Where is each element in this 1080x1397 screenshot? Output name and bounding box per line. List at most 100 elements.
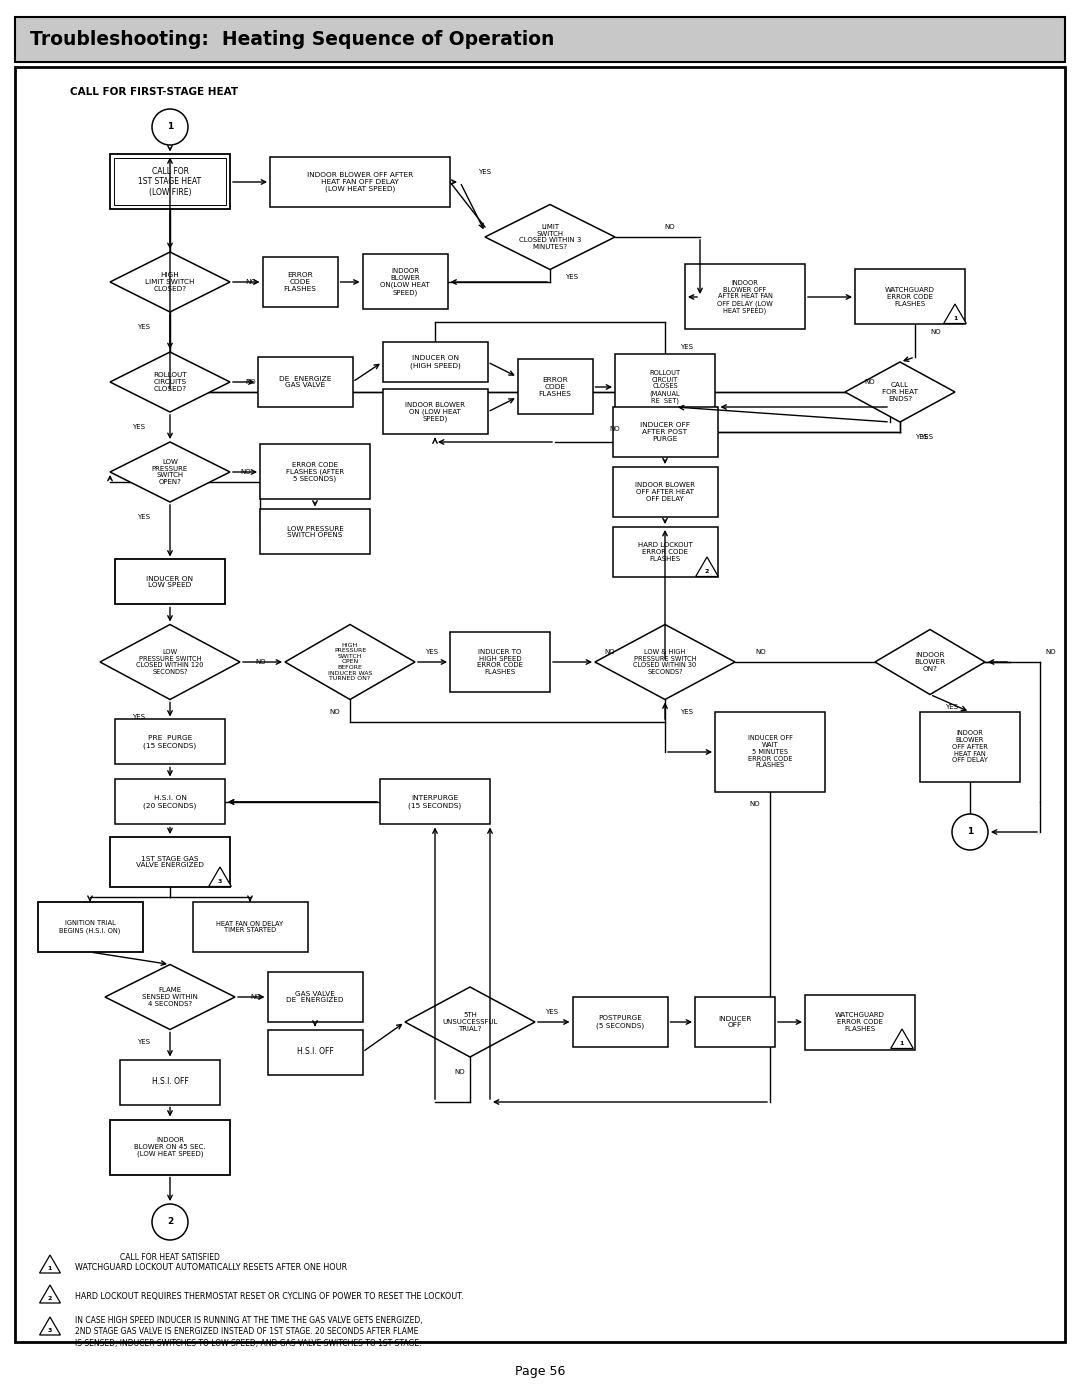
FancyBboxPatch shape: [110, 1119, 230, 1175]
Polygon shape: [875, 630, 985, 694]
Text: INDOOR
BLOWER
ON?: INDOOR BLOWER ON?: [915, 652, 946, 672]
Text: HARD LOCKOUT
ERROR CODE
FLASHES: HARD LOCKOUT ERROR CODE FLASHES: [637, 542, 692, 562]
Text: HIGH
LIMIT SWITCH
CLOSED?: HIGH LIMIT SWITCH CLOSED?: [145, 272, 194, 292]
Polygon shape: [845, 362, 955, 422]
Text: GAS VALVE
DE  ENERGIZED: GAS VALVE DE ENERGIZED: [286, 990, 343, 1003]
Text: H.S.I. OFF: H.S.I. OFF: [297, 1048, 334, 1056]
FancyBboxPatch shape: [685, 264, 805, 330]
Polygon shape: [110, 251, 230, 312]
FancyBboxPatch shape: [715, 712, 825, 792]
Text: LOW
PRESSURE SWITCH
CLOSED WITHIN 120
SECONDS?: LOW PRESSURE SWITCH CLOSED WITHIN 120 SE…: [136, 648, 204, 675]
Text: INDUCER TO
HIGH SPEED
ERROR CODE
FLASHES: INDUCER TO HIGH SPEED ERROR CODE FLASHES: [477, 648, 523, 675]
FancyBboxPatch shape: [38, 902, 143, 951]
Text: NO: NO: [930, 330, 941, 335]
Polygon shape: [40, 1317, 60, 1336]
Text: YES: YES: [945, 704, 958, 710]
Text: NO: NO: [610, 426, 620, 432]
Polygon shape: [208, 868, 231, 887]
Text: LOW
PRESSURE
SWITCH
OPEN?: LOW PRESSURE SWITCH OPEN?: [152, 458, 188, 485]
Text: 1ST STAGE GAS
VALVE ENERGIZED: 1ST STAGE GAS VALVE ENERGIZED: [136, 855, 204, 869]
FancyBboxPatch shape: [805, 995, 915, 1049]
Text: LOW PRESSURE
SWITCH OPENS: LOW PRESSURE SWITCH OPENS: [286, 525, 343, 538]
FancyBboxPatch shape: [270, 156, 450, 207]
Text: ERROR
CODE
FLASHES: ERROR CODE FLASHES: [539, 377, 571, 397]
Text: 1: 1: [953, 317, 957, 321]
Text: YES: YES: [132, 425, 145, 430]
Text: 1: 1: [167, 123, 173, 131]
FancyBboxPatch shape: [257, 358, 352, 407]
Text: 2: 2: [48, 1296, 52, 1301]
FancyBboxPatch shape: [120, 1059, 220, 1105]
Circle shape: [152, 1204, 188, 1241]
Text: YES: YES: [920, 434, 933, 440]
FancyBboxPatch shape: [15, 67, 1065, 1343]
Text: NO: NO: [255, 659, 266, 665]
FancyBboxPatch shape: [615, 355, 715, 419]
Text: NO: NO: [329, 710, 340, 715]
Text: H.S.I. OFF: H.S.I. OFF: [151, 1077, 188, 1087]
Text: HIGH
PRESSURE
SWITCH
OPEN
BEFORE
INDUCER WAS
TURNED ON?: HIGH PRESSURE SWITCH OPEN BEFORE INDUCER…: [328, 643, 373, 682]
FancyBboxPatch shape: [380, 780, 490, 824]
Text: NO: NO: [240, 469, 251, 475]
FancyBboxPatch shape: [110, 155, 230, 210]
Text: INDUCER OFF
WAIT
5 MINUTES
ERROR CODE
FLASHES: INDUCER OFF WAIT 5 MINUTES ERROR CODE FL…: [747, 735, 793, 768]
Polygon shape: [696, 557, 718, 577]
FancyBboxPatch shape: [450, 631, 550, 692]
Text: 1: 1: [967, 827, 973, 837]
Text: HEAT FAN ON DELAY
TIMER STARTED: HEAT FAN ON DELAY TIMER STARTED: [216, 921, 284, 933]
FancyBboxPatch shape: [260, 444, 370, 500]
Text: LOW & HIGH
PRESSURE SWITCH
CLOSED WITHIN 30
SECONDS?: LOW & HIGH PRESSURE SWITCH CLOSED WITHIN…: [633, 648, 697, 675]
Circle shape: [951, 814, 988, 849]
Text: WATCHGUARD
ERROR CODE
FLASHES: WATCHGUARD ERROR CODE FLASHES: [835, 1013, 885, 1032]
Polygon shape: [40, 1285, 60, 1303]
Text: ROLLOUT
CIRCUITS
CLOSED?: ROLLOUT CIRCUITS CLOSED?: [153, 372, 187, 391]
Text: INDUCER ON
LOW SPEED: INDUCER ON LOW SPEED: [147, 576, 193, 588]
Text: NO: NO: [605, 650, 616, 655]
Text: Page 56: Page 56: [515, 1365, 565, 1379]
Text: INDOOR
BLOWER
OFF AFTER
HEAT FAN
OFF DELAY: INDOOR BLOWER OFF AFTER HEAT FAN OFF DEL…: [953, 731, 988, 764]
FancyBboxPatch shape: [262, 257, 337, 307]
Text: INDOOR
BLOWER ON 45 SEC.
(LOW HEAT SPEED): INDOOR BLOWER ON 45 SEC. (LOW HEAT SPEED…: [134, 1137, 206, 1157]
Text: NO: NO: [249, 995, 260, 1000]
Text: CALL FOR
1ST STAGE HEAT
(LOW FIRE): CALL FOR 1ST STAGE HEAT (LOW FIRE): [138, 168, 202, 197]
Text: WATCHGUARD
ERROR CODE
FLASHES: WATCHGUARD ERROR CODE FLASHES: [886, 288, 935, 307]
Text: INDOOR
BLOWER
ON(LOW HEAT
SPEED): INDOOR BLOWER ON(LOW HEAT SPEED): [380, 268, 430, 296]
Text: ROLLOUT
CIRCUIT
CLOSES
(MANUAL
RE  SET): ROLLOUT CIRCUIT CLOSES (MANUAL RE SET): [649, 370, 680, 404]
FancyBboxPatch shape: [363, 254, 447, 310]
Text: ERROR CODE
FLASHES (AFTER
5 SECONDS): ERROR CODE FLASHES (AFTER 5 SECONDS): [286, 462, 345, 482]
Polygon shape: [595, 624, 735, 700]
FancyBboxPatch shape: [517, 359, 593, 415]
FancyBboxPatch shape: [696, 997, 775, 1046]
Text: YES: YES: [478, 169, 491, 175]
Polygon shape: [110, 441, 230, 502]
Text: YES: YES: [680, 344, 693, 351]
FancyBboxPatch shape: [612, 467, 717, 517]
Text: YES: YES: [137, 514, 150, 520]
Text: 1: 1: [48, 1266, 52, 1271]
FancyBboxPatch shape: [268, 1030, 363, 1074]
Text: IN CASE HIGH SPEED INDUCER IS RUNNING AT THE TIME THE GAS VALVE GETS ENERGIZED,
: IN CASE HIGH SPEED INDUCER IS RUNNING AT…: [75, 1316, 422, 1348]
Polygon shape: [891, 1030, 914, 1049]
Text: 3: 3: [48, 1329, 52, 1333]
Text: POSTPURGE
(5 SECONDS): POSTPURGE (5 SECONDS): [596, 1016, 644, 1028]
Text: YES: YES: [680, 710, 693, 715]
Text: YES: YES: [137, 324, 150, 330]
Text: YES: YES: [545, 1009, 558, 1016]
Text: NO: NO: [865, 379, 875, 386]
Text: INTERPURGE
(15 SECONDS): INTERPURGE (15 SECONDS): [408, 795, 461, 809]
Text: DE  ENERGIZE
GAS VALVE: DE ENERGIZE GAS VALVE: [279, 376, 332, 388]
Text: INDOOR
BLOWER OFF
AFTER HEAT FAN
OFF DELAY (LOW
HEAT SPEED): INDOOR BLOWER OFF AFTER HEAT FAN OFF DEL…: [717, 279, 773, 314]
Text: NO: NO: [245, 279, 256, 285]
Text: Troubleshooting:  Heating Sequence of Operation: Troubleshooting: Heating Sequence of Ope…: [30, 29, 554, 49]
Text: INDUCER
OFF: INDUCER OFF: [718, 1016, 752, 1028]
FancyBboxPatch shape: [572, 997, 667, 1046]
Polygon shape: [285, 624, 415, 700]
Text: YES: YES: [915, 434, 928, 440]
Polygon shape: [944, 305, 967, 324]
Text: NO: NO: [755, 650, 766, 655]
Text: NO: NO: [750, 800, 760, 807]
Text: 1: 1: [900, 1041, 904, 1046]
Text: WATCHGUARD LOCKOUT AUTOMATICALLY RESETS AFTER ONE HOUR: WATCHGUARD LOCKOUT AUTOMATICALLY RESETS …: [75, 1263, 347, 1271]
FancyBboxPatch shape: [114, 560, 225, 605]
Text: YES: YES: [137, 1039, 150, 1045]
